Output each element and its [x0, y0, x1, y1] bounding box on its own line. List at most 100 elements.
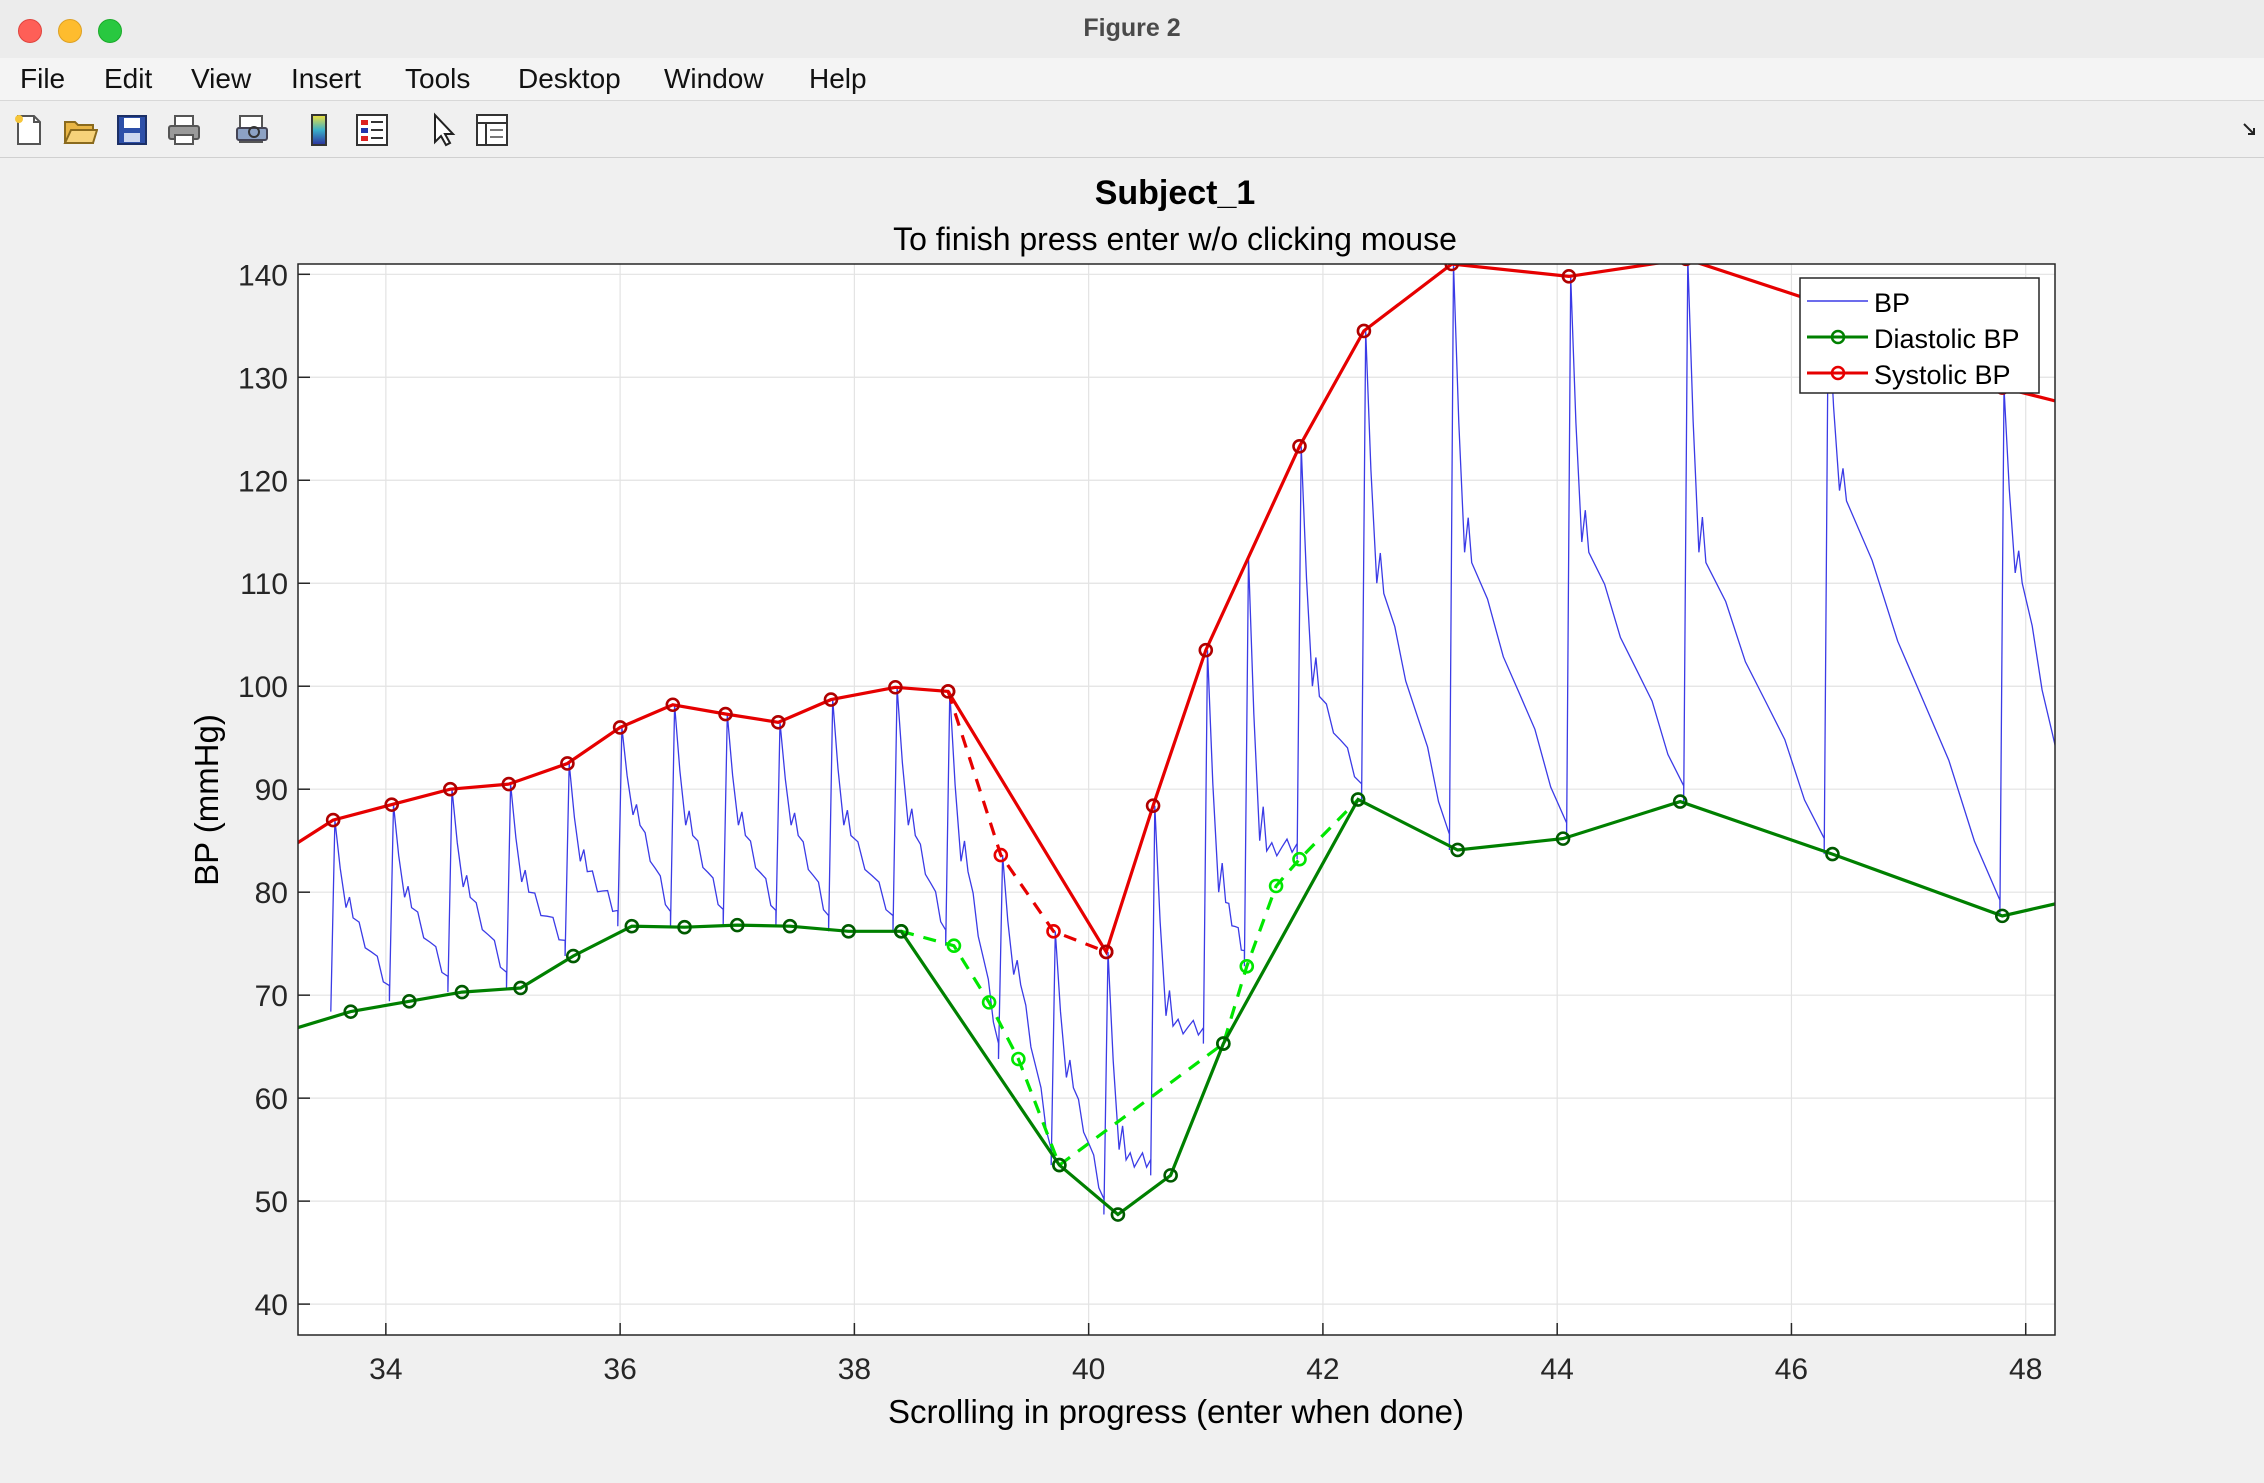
maximize-window-button[interactable]: [98, 19, 122, 43]
colorbar-icon[interactable]: [302, 112, 338, 148]
systolic-bp-marker: [1561, 269, 1577, 284]
systolic-bp-marker: [823, 692, 839, 707]
menu-tools[interactable]: Tools: [405, 63, 471, 94]
minimize-window-button[interactable]: [58, 19, 82, 43]
menu-insert[interactable]: Insert: [291, 63, 362, 94]
x-tick-label: 40: [1072, 1353, 1105, 1386]
grid: [298, 264, 2055, 1335]
menu-window[interactable]: Window: [664, 63, 764, 94]
property-editor-icon[interactable]: [474, 112, 510, 148]
y-axis-label: BP (mmHg): [188, 714, 225, 886]
axis-ticks: 34 36 38 40 42 44 46 48 40 50 60 70 80 90 100 110 120 130…: [238, 259, 2042, 1386]
save-icon[interactable]: [114, 112, 150, 148]
menu-view[interactable]: View: [191, 63, 252, 94]
x-tick-label: 42: [1306, 1353, 1339, 1386]
y-tick-label: 80: [255, 877, 288, 910]
x-tick-label: 46: [1775, 1353, 1808, 1386]
diastolic-bp-marker: [1555, 831, 1571, 846]
y-tick-label: 90: [255, 774, 288, 807]
window-title: Figure 2: [1083, 14, 1181, 42]
diastolic-edit-marker: [946, 938, 962, 954]
systolic-bp-marker: [263, 855, 275, 867]
x-tick-label: 36: [603, 1353, 636, 1386]
dock-arrow-icon[interactable]: [2240, 119, 2260, 139]
legend-label-systolic: Systolic BP: [1874, 360, 2011, 390]
systolic-bp-marker: [2078, 402, 2090, 414]
diastolic-bp-marker: [624, 918, 640, 934]
print-icon[interactable]: [166, 112, 202, 148]
menu-help[interactable]: Help: [809, 63, 867, 94]
systolic-bp-marker: [1356, 323, 1372, 339]
legend-label-bp: BP: [1874, 288, 1910, 318]
y-tick-label: 100: [238, 671, 288, 704]
legend-marker-systolic: [1830, 365, 1846, 381]
legend-icon[interactable]: [354, 112, 390, 148]
print-preview-icon[interactable]: [234, 112, 270, 148]
systolic-bp-marker: [770, 714, 786, 730]
diastolic-bp-marker: [401, 994, 417, 1009]
diastolic-bp-line: [298, 797, 2055, 1217]
diastolic-bp-marker: [1110, 1207, 1126, 1222]
menu-file[interactable]: File: [20, 63, 66, 94]
x-axis-label: Scrolling in progress (enter when done): [888, 1393, 1464, 1430]
systolic-edit-marker: [1046, 924, 1061, 939]
y-tick-label: 120: [238, 465, 288, 498]
diastolic-bp-marker: [454, 984, 470, 1000]
diastolic-edit-marker: [1292, 851, 1307, 867]
diastolic-bp-marker: [1994, 908, 2010, 924]
systolic-bp-marker: [560, 756, 575, 771]
pointer-icon[interactable]: [426, 112, 462, 148]
diastolic-edit-marker: [1011, 1051, 1026, 1067]
series-layer: [263, 264, 2090, 1222]
plot-svg: Subject_1 To finish press enter w/o clic…: [188, 174, 2090, 1430]
systolic-bp-marker: [940, 684, 956, 699]
open-file-icon[interactable]: [62, 112, 99, 148]
diastolic-bp-marker: [729, 917, 745, 933]
diastolic-bp-marker: [2078, 891, 2090, 903]
diastolic-bp-marker: [513, 980, 528, 996]
systolic-bp-marker: [1444, 264, 1460, 272]
systolic-bp-line: [298, 264, 2055, 956]
systolic-bp-marker: [501, 776, 517, 792]
y-tick-label: 60: [255, 1083, 288, 1116]
diastolic-bp-marker: [1450, 842, 1465, 858]
diastolic-bp-marker: [565, 948, 581, 964]
new-figure-icon[interactable]: [10, 112, 46, 148]
figure-canvas: Subject_1 To finish press enter w/o clic…: [0, 158, 2264, 1478]
diastolic-edit-line: [900, 798, 1360, 1168]
diastolic-bp-marker: [1825, 846, 1840, 862]
diastolic-bp-marker: [1672, 794, 1688, 809]
menu-desktop[interactable]: Desktop: [518, 63, 621, 94]
y-tick-label: 70: [255, 980, 288, 1013]
legend[interactable]: BP Diastolic BP Systolic BP: [1799, 277, 2040, 394]
axes-box: [297, 263, 2056, 1336]
y-tick-label: 140: [238, 259, 288, 292]
systolic-bp-marker: [1098, 944, 1114, 960]
legend-label-diastolic: Diastolic BP: [1874, 324, 2020, 354]
menu-bar: File Edit View Insert Tools Desktop Wind…: [0, 58, 2264, 101]
systolic-bp-marker: [1680, 264, 1692, 267]
diastolic-bp-marker: [782, 918, 798, 934]
systolic-bp-marker: [1145, 798, 1161, 813]
bp-waveform-line: [330, 264, 2055, 1215]
systolic-bp-marker: [612, 720, 628, 735]
close-window-button[interactable]: [18, 19, 42, 43]
diastolic-bp-marker: [1350, 792, 1366, 807]
chart-title: Subject_1: [1095, 174, 1256, 212]
systolic-bp-marker: [888, 679, 903, 695]
diastolic-edit-marker: [981, 995, 997, 1010]
menu-edit[interactable]: Edit: [104, 63, 153, 94]
legend-marker-diastolic: [1830, 329, 1846, 345]
chart-subtitle: To finish press enter w/o clicking mouse: [893, 221, 1457, 257]
systolic-bp-marker: [325, 812, 341, 828]
systolic-bp-marker: [442, 781, 458, 797]
systolic-edit-marker: [993, 847, 1009, 863]
diastolic-bp-marker: [1052, 1157, 1067, 1173]
x-tick-label: 38: [838, 1353, 871, 1386]
plot-clip-group: [263, 264, 2090, 1222]
diastolic-bp-marker: [1216, 1036, 1231, 1051]
x-tick-label: 34: [369, 1353, 402, 1386]
systolic-bp-marker: [1198, 642, 1214, 658]
systolic-edit-line: [946, 690, 1107, 954]
systolic-bp-marker: [718, 706, 733, 722]
